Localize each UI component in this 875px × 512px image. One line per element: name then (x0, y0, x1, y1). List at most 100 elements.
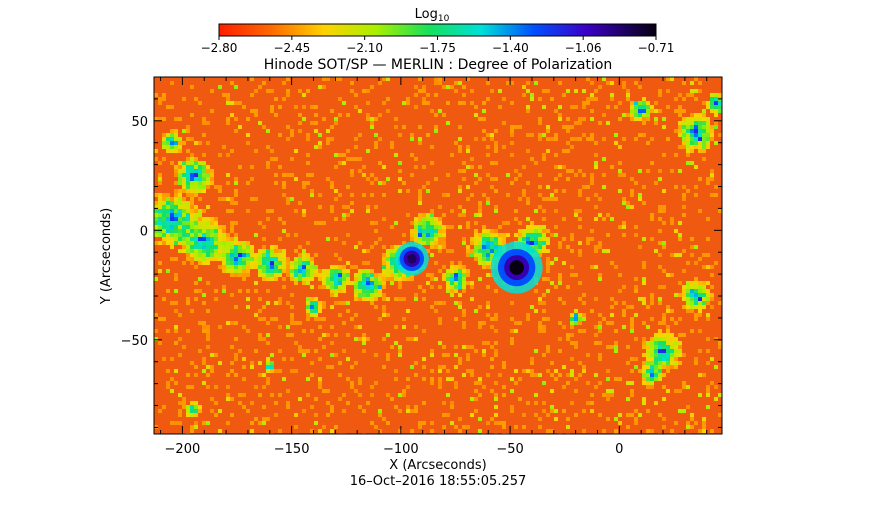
heatmap-cell (298, 349, 302, 353)
heatmap-cell (470, 157, 474, 161)
heatmap-cell (190, 157, 194, 161)
heatmap-cell (338, 153, 342, 157)
heatmap-cell (582, 173, 586, 177)
heatmap-cell (686, 405, 690, 409)
heatmap-cell (470, 413, 474, 417)
heatmap-cell (434, 217, 438, 221)
heatmap-cell (538, 133, 542, 137)
heatmap-cell (522, 425, 526, 429)
heatmap-cell (426, 233, 430, 237)
heatmap-cell (502, 237, 506, 241)
heatmap-cell (238, 289, 242, 293)
heatmap-cell (430, 229, 434, 233)
heatmap-cell (394, 369, 398, 373)
heatmap-cell (270, 149, 274, 153)
heatmap-cell (690, 93, 694, 97)
heatmap-cell (394, 221, 398, 225)
heatmap-cell (686, 153, 690, 157)
heatmap-cell (442, 353, 446, 357)
heatmap-cell (278, 393, 282, 397)
heatmap-cell (486, 249, 490, 253)
heatmap-cell (182, 141, 186, 145)
heatmap-cell (318, 381, 322, 385)
heatmap-cell (674, 365, 678, 369)
heatmap-cell (230, 345, 234, 349)
heatmap-cell (578, 217, 582, 221)
heatmap-cell (626, 113, 630, 117)
heatmap-cell (698, 313, 702, 317)
heatmap-cell (666, 89, 670, 93)
heatmap-cell (634, 181, 638, 185)
heatmap-cell (534, 245, 538, 249)
heatmap-cell (678, 389, 682, 393)
heatmap-cell (386, 273, 390, 277)
heatmap-cell (546, 257, 550, 261)
heatmap-cell (298, 89, 302, 93)
heatmap-cell (582, 117, 586, 121)
heatmap-cell (190, 189, 194, 193)
heatmap-cell (290, 333, 294, 337)
heatmap-cell (366, 401, 370, 405)
heatmap-cell (686, 161, 690, 165)
heatmap-cell (430, 109, 434, 113)
heatmap-cell (166, 197, 170, 201)
heatmap-cell (414, 157, 418, 161)
heatmap-cell (186, 193, 190, 197)
heatmap-cell (566, 169, 570, 173)
heatmap-cell (494, 397, 498, 401)
heatmap-cell (442, 277, 446, 281)
heatmap-cell (558, 273, 562, 277)
heatmap-cell (206, 249, 210, 253)
heatmap-cell (382, 297, 386, 301)
heatmap-cell (330, 109, 334, 113)
heatmap-cell (694, 301, 698, 305)
heatmap-cell (306, 269, 310, 273)
heatmap-cell (658, 169, 662, 173)
heatmap-cell (402, 125, 406, 129)
heatmap-cell (686, 301, 690, 305)
heatmap-cell (290, 357, 294, 361)
heatmap-cell (418, 217, 422, 221)
heatmap-cell (422, 85, 426, 89)
heatmap-cell (226, 249, 230, 253)
heatmap-cell (190, 233, 194, 237)
heatmap-cell (614, 105, 618, 109)
heatmap-cell (222, 269, 226, 273)
heatmap-cell (418, 237, 422, 241)
heatmap-cell (222, 93, 226, 97)
heatmap-cell (630, 177, 634, 181)
heatmap-cell (342, 285, 346, 289)
heatmap-cell (438, 81, 442, 85)
heatmap-cell (158, 205, 162, 209)
heatmap-cell (438, 321, 442, 325)
heatmap-cell (642, 201, 646, 205)
heatmap-cell (494, 413, 498, 417)
heatmap-cell (706, 393, 710, 397)
heatmap-cell (342, 277, 346, 281)
heatmap-cell (690, 121, 694, 125)
heatmap-cell (546, 129, 550, 133)
heatmap-cell (438, 205, 442, 209)
heatmap-cell (202, 233, 206, 237)
heatmap-cell (502, 421, 506, 425)
heatmap-cell (698, 429, 702, 433)
heatmap-cell (562, 385, 566, 389)
heatmap-cell (438, 217, 442, 221)
heatmap-cell (154, 329, 158, 333)
heatmap-cell (198, 169, 202, 173)
heatmap-cell (334, 301, 338, 305)
heatmap-cell (534, 241, 538, 245)
heatmap-cell (154, 233, 158, 237)
heatmap-cell (430, 221, 434, 225)
heatmap-cell (278, 369, 282, 373)
heatmap-cell (454, 385, 458, 389)
heatmap-cell (354, 245, 358, 249)
heatmap-cell (218, 257, 222, 261)
heatmap-cell (682, 353, 686, 357)
heatmap-cell (518, 321, 522, 325)
heatmap-cell (190, 193, 194, 197)
heatmap-cell (394, 341, 398, 345)
heatmap-cell (698, 137, 702, 141)
heatmap-cell (170, 197, 174, 201)
heatmap-cell (194, 217, 198, 221)
